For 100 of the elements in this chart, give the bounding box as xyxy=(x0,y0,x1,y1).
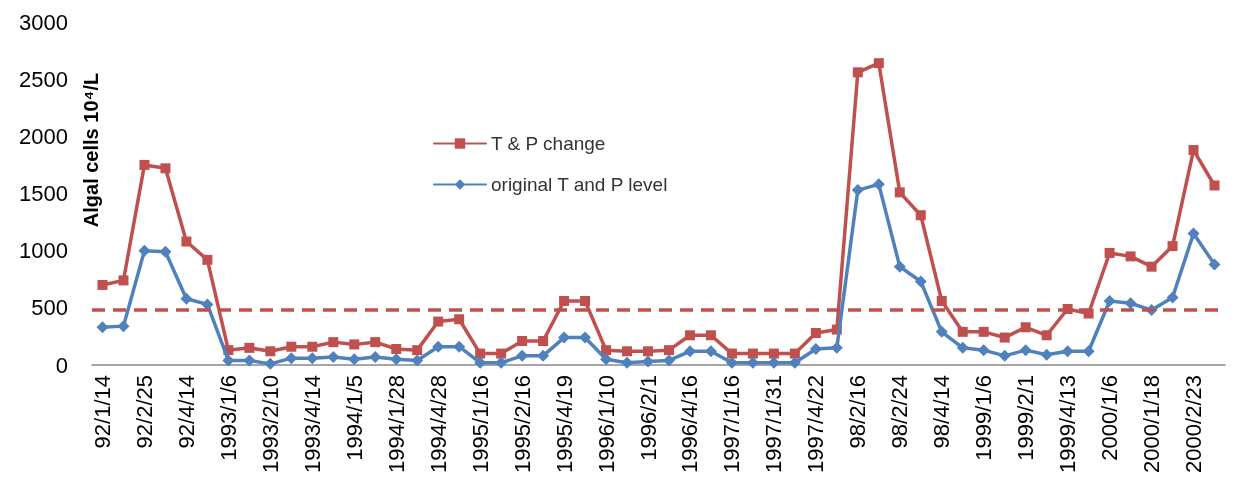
point xyxy=(118,275,129,286)
point xyxy=(138,244,151,257)
point xyxy=(1188,145,1199,156)
point xyxy=(956,341,969,354)
point xyxy=(663,345,674,356)
y-axis-title: Algal cells 10⁴/L xyxy=(80,72,102,228)
point xyxy=(957,326,968,337)
x-tick-label: 1993/1/6 xyxy=(215,375,241,461)
point xyxy=(286,341,297,352)
x-tick-label: 92/1/14 xyxy=(89,375,115,449)
point xyxy=(495,356,508,369)
point xyxy=(789,348,800,359)
point xyxy=(622,346,633,357)
point xyxy=(768,348,779,359)
x-tick-label: 1997/1/31 xyxy=(761,375,787,473)
point xyxy=(202,254,213,265)
point xyxy=(327,351,340,363)
point xyxy=(1187,227,1200,240)
point xyxy=(747,348,758,359)
point xyxy=(579,331,592,344)
x-tick-label: 1997/1/16 xyxy=(719,375,745,473)
x-tick-label: 1999/1/6 xyxy=(971,375,997,461)
point xyxy=(348,353,361,366)
point xyxy=(264,357,277,370)
y-tick-label: 1500 xyxy=(19,181,68,206)
point xyxy=(851,184,864,197)
point xyxy=(1124,297,1137,310)
point xyxy=(454,314,465,325)
y-tick-label: 500 xyxy=(31,295,68,321)
x-tick-label: 1997/4/22 xyxy=(803,375,829,473)
point xyxy=(915,210,926,221)
x-tick-label: 1993/4/14 xyxy=(299,375,325,473)
point xyxy=(1019,344,1032,357)
point xyxy=(873,58,884,69)
point xyxy=(265,346,276,357)
x-tick-label: 1995/1/16 xyxy=(467,375,493,473)
point xyxy=(977,344,990,357)
x-tick-label: 2000/1/18 xyxy=(1139,375,1165,473)
y-tick-label: 1000 xyxy=(19,238,68,264)
x-tick-label: 1993/2/10 xyxy=(257,375,283,473)
point xyxy=(538,335,549,346)
x-tick-label: 1999/4/13 xyxy=(1055,375,1081,473)
point xyxy=(810,327,821,338)
x-tick-label: 98/2/16 xyxy=(845,375,871,449)
point xyxy=(433,316,444,327)
point xyxy=(935,325,948,338)
point xyxy=(978,326,989,337)
point xyxy=(1146,261,1157,272)
point xyxy=(809,342,822,355)
legend-label: T & P change xyxy=(491,133,606,154)
point xyxy=(412,345,423,356)
point xyxy=(559,295,570,306)
x-tick-label: 1996/2/1 xyxy=(635,375,661,461)
x-tick-label: 98/4/14 xyxy=(929,375,955,449)
point xyxy=(328,337,339,348)
point xyxy=(725,356,738,369)
point xyxy=(872,178,885,191)
point xyxy=(1209,180,1220,191)
point xyxy=(914,275,927,288)
point xyxy=(1104,247,1115,258)
point xyxy=(475,348,486,359)
y-tick-label: 2500 xyxy=(19,66,68,92)
x-tick-label: 92/4/14 xyxy=(173,375,199,449)
point xyxy=(1208,258,1221,271)
point xyxy=(936,295,947,306)
x-tick-label: 98/2/24 xyxy=(887,375,913,449)
point xyxy=(893,260,906,273)
point xyxy=(453,340,466,353)
y-tick-label: 2000 xyxy=(19,123,68,149)
point xyxy=(1103,294,1116,307)
point xyxy=(1040,348,1053,361)
x-tick-label: 1994/1/5 xyxy=(341,375,367,461)
x-tick-label: 1994/4/28 xyxy=(425,375,451,473)
x-tick-label: 2000/2/23 xyxy=(1181,375,1207,473)
point xyxy=(307,341,318,352)
point xyxy=(1166,291,1179,304)
point xyxy=(726,348,737,359)
point xyxy=(391,343,402,354)
point xyxy=(306,352,319,365)
point xyxy=(683,345,696,358)
y-tick-label: 0 xyxy=(55,352,68,378)
point xyxy=(496,348,507,359)
x-tick-label: 1999/2/1 xyxy=(1013,375,1039,461)
point xyxy=(517,335,528,346)
point xyxy=(643,346,654,357)
point xyxy=(1041,330,1052,341)
point xyxy=(1167,241,1178,252)
point xyxy=(537,349,550,362)
point xyxy=(1020,322,1031,333)
point xyxy=(1061,345,1074,358)
x-tick-label: 92/2/25 xyxy=(131,375,157,449)
point xyxy=(999,332,1010,343)
point xyxy=(349,339,360,350)
point xyxy=(180,292,193,305)
point xyxy=(600,353,613,366)
point xyxy=(998,349,1011,362)
point xyxy=(370,337,381,348)
x-tick-label: 1996/1/10 xyxy=(593,375,619,473)
point xyxy=(684,330,695,341)
point xyxy=(139,159,150,170)
